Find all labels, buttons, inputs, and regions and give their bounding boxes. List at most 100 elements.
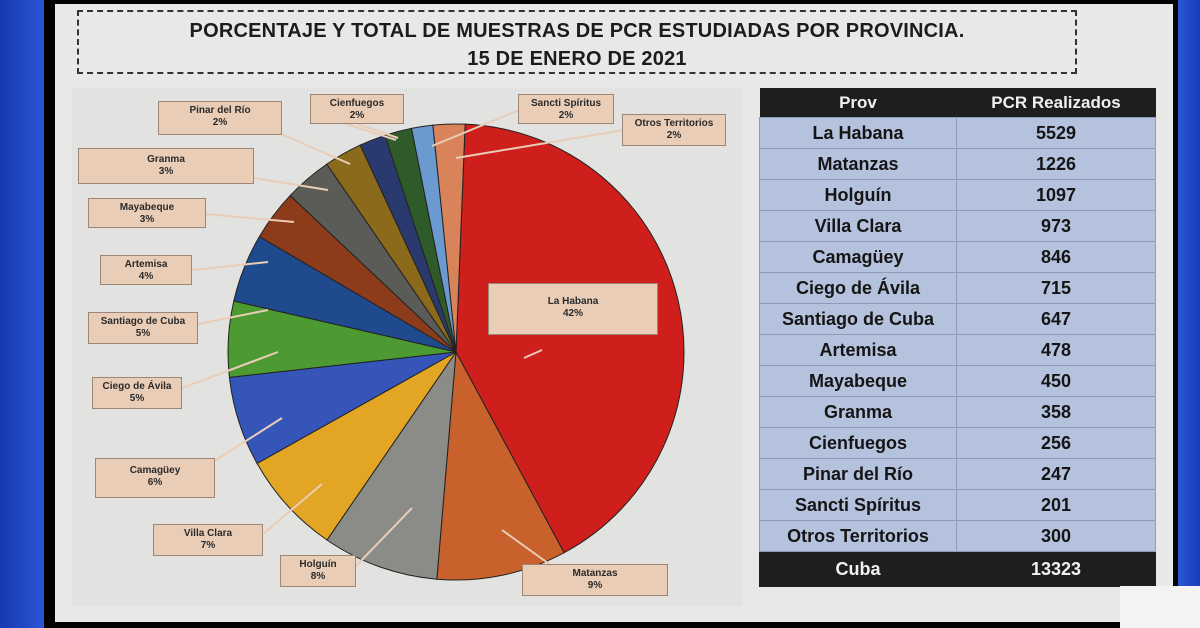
label-ciego-name: Ciego de Ávila xyxy=(102,381,172,392)
background-right xyxy=(1178,0,1200,628)
cell-count: 256 xyxy=(956,427,1156,459)
cell-count: 715 xyxy=(956,272,1156,304)
label-camaguey-pct: 6% xyxy=(147,477,163,488)
label-matanzas-name: Matanzas xyxy=(572,568,618,579)
label-granma-pct: 3% xyxy=(158,166,174,177)
cell-count: 1226 xyxy=(956,148,1156,180)
label-leader-line xyxy=(271,129,351,165)
cell-count: 973 xyxy=(956,210,1156,242)
title-line-1: PORCENTAJE Y TOTAL DE MUESTRAS DE PCR ES… xyxy=(189,20,965,42)
table-row: Otros Territorios 300 xyxy=(759,520,1156,552)
label-la-habana: La Habana 42% xyxy=(488,283,658,335)
cell-province: Santiago de Cuba xyxy=(759,303,957,335)
table-row: Santiago de Cuba 647 xyxy=(759,303,1156,335)
table-row: Sancti Spíritus 201 xyxy=(759,489,1156,521)
cell-province: Otros Territorios xyxy=(759,520,957,552)
label-granma-name: Granma xyxy=(147,154,185,165)
cell-province: Artemisa xyxy=(759,334,957,366)
label-villa-clara: Villa Clara 7% xyxy=(153,524,263,556)
label-otros-territorios: Otros Territorios 2% xyxy=(622,114,726,146)
label-holguin-name: Holguín xyxy=(299,559,337,570)
label-holguin-pct: 8% xyxy=(310,571,326,582)
label-santiago-name: Santiago de Cuba xyxy=(100,316,186,327)
label-artemisa-name: Artemisa xyxy=(124,259,168,270)
label-leader-line xyxy=(501,529,553,567)
table-row: Matanzas 1226 xyxy=(759,148,1156,180)
background-left xyxy=(0,0,44,628)
corner-overlay xyxy=(1120,586,1200,628)
label-camaguey: Camagüey 6% xyxy=(95,458,215,498)
cell-count: 647 xyxy=(956,303,1156,335)
table-header-row: Prov PCR Realizados xyxy=(759,88,1156,118)
label-granma: Granma 3% xyxy=(78,148,254,184)
label-la-habana-name: La Habana xyxy=(547,296,599,307)
label-leader-line xyxy=(523,349,543,359)
label-leader-line xyxy=(181,351,279,389)
cell-count: 846 xyxy=(956,241,1156,273)
table-row: Artemisa 478 xyxy=(759,334,1156,366)
label-otros-pct: 2% xyxy=(666,130,682,141)
label-santiago-pct: 5% xyxy=(135,328,151,339)
cell-province: Mayabeque xyxy=(759,365,957,397)
label-matanzas-pct: 9% xyxy=(587,580,603,591)
label-leader-line xyxy=(431,107,525,147)
header-prov: Prov xyxy=(759,88,957,118)
cell-province: Camagüey xyxy=(759,241,957,273)
label-holguin: Holguín 8% xyxy=(280,555,356,587)
table-row: Holguín 1097 xyxy=(759,179,1156,211)
header-pcr-realizados: PCR Realizados xyxy=(956,88,1156,118)
table-row: Pinar del Río 247 xyxy=(759,458,1156,490)
label-cienfuegos-name: Cienfuegos xyxy=(329,98,385,109)
table-row: Ciego de Ávila 715 xyxy=(759,272,1156,304)
title-box: PORCENTAJE Y TOTAL DE MUESTRAS DE PCR ES… xyxy=(77,10,1077,74)
cell-count: 247 xyxy=(956,458,1156,490)
cell-total-label: Cuba xyxy=(759,551,957,587)
label-pinar-del-rio: Pinar del Río 2% xyxy=(158,101,282,135)
cell-province: Villa Clara xyxy=(759,210,957,242)
label-leader-line xyxy=(262,483,323,535)
label-sancti-spiritus: Sancti Spíritus 2% xyxy=(518,94,614,124)
cell-count: 1097 xyxy=(956,179,1156,211)
label-leader-line xyxy=(357,123,399,139)
label-pinar-pct: 2% xyxy=(212,117,228,128)
cell-count: 450 xyxy=(956,365,1156,397)
cell-count: 478 xyxy=(956,334,1156,366)
label-leader-line xyxy=(191,261,269,271)
pie-slice-villa-clara xyxy=(256,351,457,541)
pie-chart xyxy=(181,107,685,581)
label-villa-clara-name: Villa Clara xyxy=(183,528,233,539)
label-santiago-de-cuba: Santiago de Cuba 5% xyxy=(88,312,198,344)
table-total-row: Cuba 13323 xyxy=(759,551,1156,587)
cell-province: Ciego de Ávila xyxy=(759,272,957,304)
label-mayabeque-name: Mayabeque xyxy=(119,202,175,213)
cell-province: Sancti Spíritus xyxy=(759,489,957,521)
label-artemisa-pct: 4% xyxy=(138,271,154,282)
label-mayabeque-pct: 3% xyxy=(139,214,155,225)
cell-count: 358 xyxy=(956,396,1156,428)
label-leader-line xyxy=(253,177,329,191)
cell-count: 201 xyxy=(956,489,1156,521)
label-leader-line xyxy=(197,309,269,325)
cell-province: Granma xyxy=(759,396,957,428)
label-matanzas: Matanzas 9% xyxy=(522,564,668,596)
label-villa-clara-pct: 7% xyxy=(200,540,216,551)
table-row: La Habana 5529 xyxy=(759,117,1156,149)
pie-chart-area: La Habana 42% Matanzas 9% Holguín 8% Vil… xyxy=(72,88,742,606)
pie-slice-holgu-n xyxy=(326,350,457,580)
label-cienfuegos-pct: 2% xyxy=(349,110,365,121)
cell-count: 300 xyxy=(956,520,1156,552)
table-row: Villa Clara 973 xyxy=(759,210,1156,242)
pcr-table: Prov PCR Realizados La Habana 5529 Matanz… xyxy=(759,88,1156,587)
cell-province: Pinar del Río xyxy=(759,458,957,490)
label-artemisa: Artemisa 4% xyxy=(100,255,192,285)
cell-province: La Habana xyxy=(759,117,957,149)
label-camaguey-name: Camagüey xyxy=(129,465,181,476)
table-row: Mayabeque 450 xyxy=(759,365,1156,397)
label-pinar-name: Pinar del Río xyxy=(189,105,251,116)
cell-province: Cienfuegos xyxy=(759,427,957,459)
table-row: Granma 358 xyxy=(759,396,1156,428)
cell-count: 5529 xyxy=(956,117,1156,149)
label-leader-line xyxy=(455,129,625,159)
cell-province: Matanzas xyxy=(759,148,957,180)
title-line-2: 15 DE ENERO DE 2021 xyxy=(467,48,687,70)
